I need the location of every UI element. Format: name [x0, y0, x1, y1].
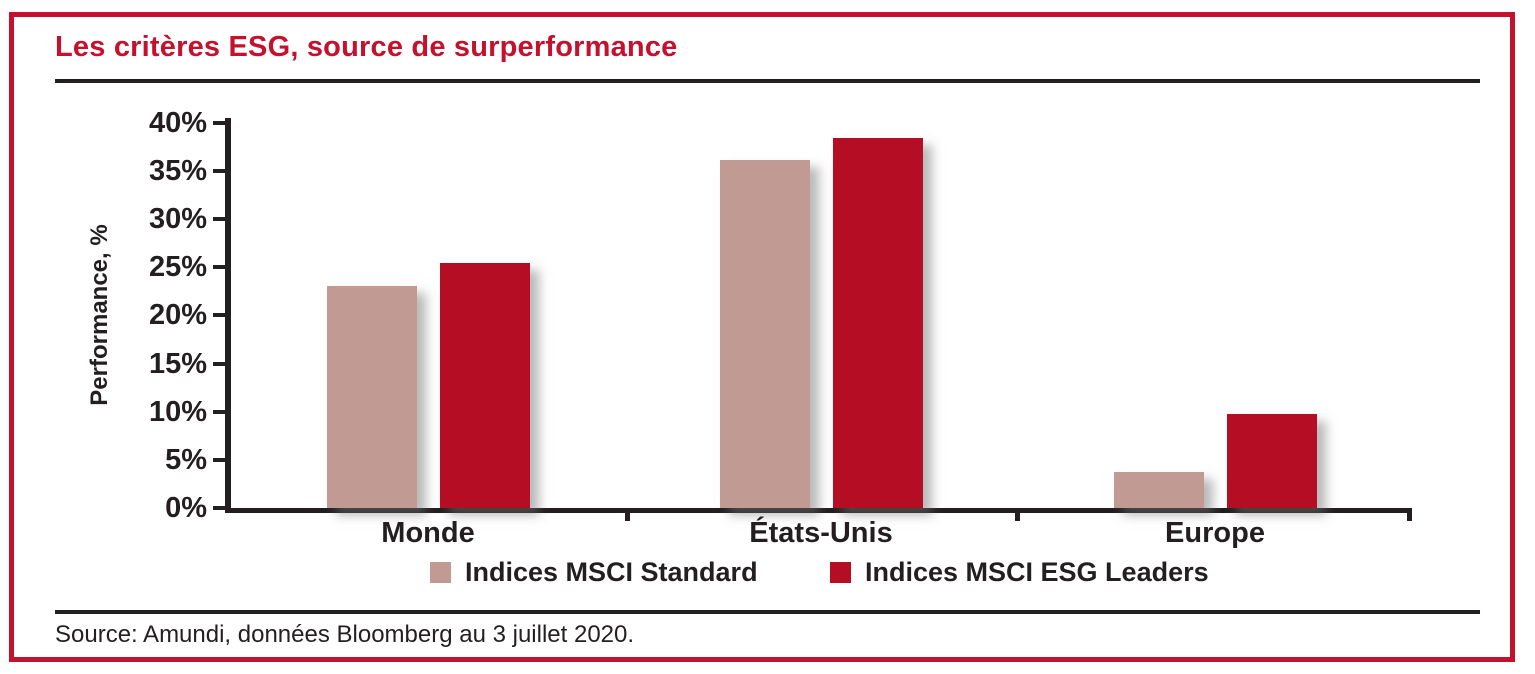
y-tick-label-15: 15%	[148, 347, 207, 380]
y-tick-mark-35	[213, 168, 225, 173]
x-axis-line	[225, 508, 1412, 513]
y-tick-mark-0	[213, 506, 225, 510]
source-divider	[55, 610, 1480, 614]
figure-border	[9, 12, 1515, 662]
y-tick-label-0: 0%	[165, 492, 207, 524]
y-tick-label-35: 35%	[148, 154, 207, 187]
bar-standard-états-unis	[719, 160, 810, 508]
bar-standard-monde	[326, 286, 417, 508]
legend-swatch-esg-leaders	[830, 561, 851, 583]
y-tick-mark-30	[213, 217, 225, 222]
legend-label-esg-leaders: Indices MSCI ESG Leaders	[865, 556, 1209, 587]
y-tick-label-10: 10%	[148, 395, 207, 428]
y-tick-mark-25	[213, 265, 225, 270]
category-label-europe: Europe	[1165, 517, 1265, 549]
y-tick-label-20: 20%	[148, 299, 207, 332]
x-tick-mark-0	[625, 508, 630, 521]
x-tick-mark-2	[1407, 508, 1412, 521]
y-axis-line	[225, 118, 231, 513]
category-label-états-unis: États-Unis	[749, 517, 893, 549]
legend-item-standard: Indices MSCI Standard	[430, 557, 758, 587]
y-tick-label-30: 30%	[148, 203, 207, 236]
bar-esg-leaders-monde	[439, 263, 530, 508]
y-tick-mark-40	[213, 120, 225, 125]
y-tick-label-5: 5%	[165, 443, 207, 476]
category-label-monde: Monde	[381, 517, 475, 549]
legend-label-standard: Indices MSCI Standard	[465, 556, 758, 587]
y-tick-label-25: 25%	[148, 251, 207, 284]
bar-esg-leaders-europe	[1226, 413, 1317, 508]
legend-item-esg-leaders: Indices MSCI ESG Leaders	[830, 557, 1209, 587]
y-tick-mark-15	[213, 361, 225, 366]
source-note: Source: Amundi, données Bloomberg au 3 j…	[55, 621, 635, 648]
figure-title: Les critères ESG, source de surperforman…	[55, 31, 678, 63]
bar-standard-europe	[1113, 472, 1204, 508]
legend-swatch-standard	[430, 561, 451, 583]
y-tick-label-40: 40%	[148, 106, 207, 139]
x-tick-mark-1	[1015, 508, 1020, 521]
y-tick-mark-10	[213, 409, 225, 414]
y-tick-mark-5	[213, 457, 225, 462]
y-tick-mark-20	[213, 313, 225, 318]
bar-esg-leaders-états-unis	[832, 138, 923, 508]
title-divider	[55, 79, 1480, 83]
